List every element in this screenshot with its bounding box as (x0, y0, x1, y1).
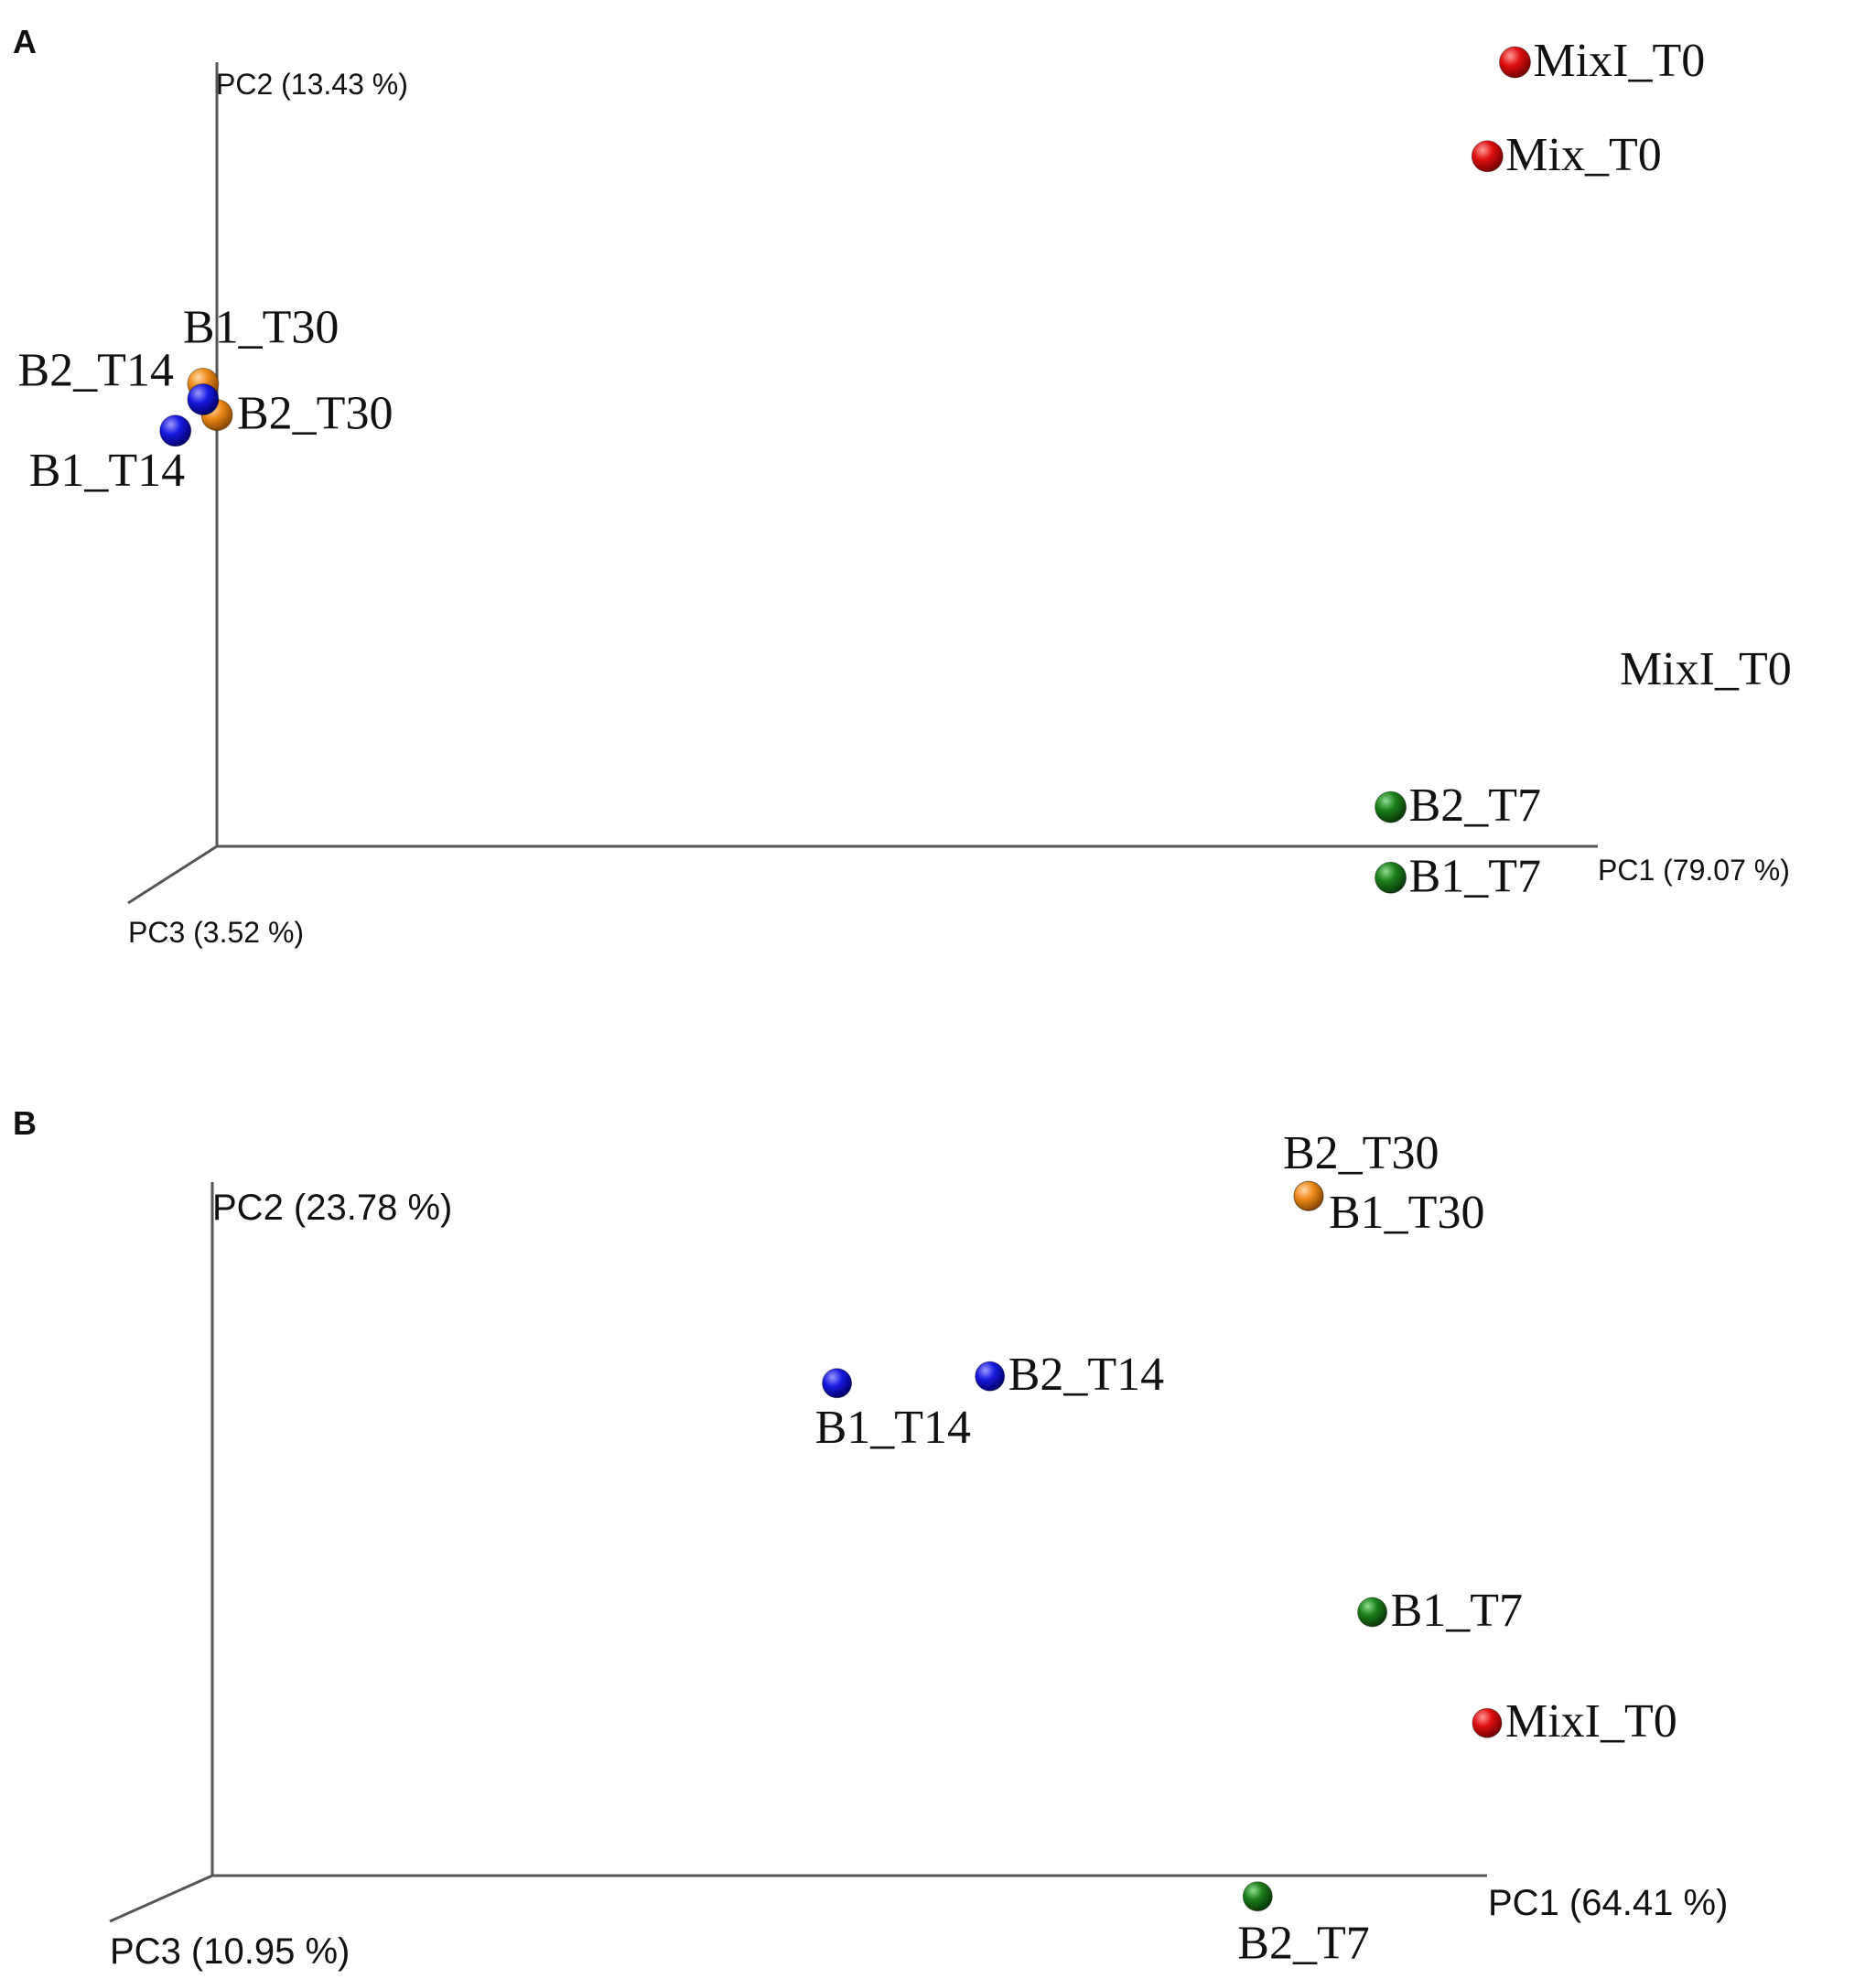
panel-letter-b: B (13, 1104, 37, 1142)
panel-b: B PC2 (23.78 %) PC1 (64.41 %) PC3 (10.95… (13, 1104, 1728, 1972)
point-label-mixi-t0: MixI_T0 (1534, 35, 1706, 87)
pc1-axis-label-b: PC1 (64.41 %) (1488, 1883, 1728, 1923)
point-b1-t30: B1_T30 (1293, 1180, 1484, 1239)
point-label-mix-t0: Mix_T0 (1505, 129, 1661, 181)
point-b1-t14: B1_T14 (29, 414, 192, 497)
point-b2-t7: B2_T7 (1375, 780, 1541, 832)
point-b2-t14: B2_T14 (975, 1349, 1164, 1401)
point-label-b2-t7: B2_T7 (1237, 1918, 1369, 1970)
point-marker-mix-t0 (1471, 140, 1504, 173)
point-marker-b1-t14 (159, 414, 192, 447)
panel-b-points: B2_T30 B1_T30 B2_T14 B1_T14 B1_T7 MixI_T0 B2_T… (815, 1127, 1677, 1970)
point-b1-t14: B1_T14 (815, 1368, 971, 1454)
point-b2-t30: B2_T30 (200, 388, 393, 440)
point-label-b2-t14: B2_T14 (1008, 1349, 1164, 1401)
point-b2-t7: B2_T7 (1237, 1881, 1370, 1970)
pc2-axis-label-a: PC2 (13.43 %) (216, 68, 408, 101)
point-mixi-t0: MixI_T0 (1472, 1695, 1677, 1748)
point-label-b1-t7: B1_T7 (1391, 1585, 1523, 1637)
pc3-axis-line-a (127, 844, 218, 905)
point-b2-t14: B2_T14 (17, 345, 220, 415)
point-mixi-t0: MixI_T0 (1499, 35, 1706, 87)
point-marker-b2-t7 (1375, 791, 1407, 823)
point-label-b2-t30: B2_T30 (1283, 1127, 1439, 1179)
point-label-b1-t30: B1_T30 (1329, 1187, 1484, 1239)
point-label-b1-t14: B1_T14 (29, 445, 185, 497)
panel-b-axes (109, 1182, 1487, 1923)
panel-a-points: MixI_T0 Mix_T0 B1_T30 B2_T30 B2_T14 B1_T14 B2_… (17, 35, 1705, 902)
point-marker-b2-t7 (1242, 1881, 1273, 1912)
stray-label-a: MixI_T0 (1620, 643, 1792, 695)
point-b1-t7: B1_T7 (1357, 1585, 1523, 1637)
pc1-axis-label-a: PC1 (79.07 %) (1598, 854, 1790, 887)
point-marker-b1-t7 (1375, 861, 1407, 894)
point-label-b1-t14: B1_T14 (815, 1402, 971, 1454)
panel-a: A PC2 (13.43 %) PC1 (79.07 %) PC3 (3.52 … (13, 23, 1792, 949)
point-label-b2-t30: B2_T30 (237, 388, 393, 440)
point-label-b2-t7: B2_T7 (1409, 780, 1541, 832)
point-marker-b2-t14 (187, 383, 220, 415)
pc3-axis-label-a: PC3 (3.52 %) (128, 916, 304, 949)
point-marker-b1-t14 (822, 1368, 853, 1399)
point-marker-mixi-t0 (1472, 1707, 1503, 1738)
pc3-axis-label-b: PC3 (10.95 %) (110, 1931, 350, 1972)
point-marker-b1-t30 (1293, 1180, 1324, 1211)
point-label-mixi-t0: MixI_T0 (1505, 1695, 1677, 1748)
point-mix-t0: Mix_T0 (1471, 129, 1662, 181)
panel-a-axes (127, 62, 1598, 905)
point-marker-mixi-t0 (1499, 46, 1531, 79)
pc2-axis-label-b: PC2 (23.78 %) (212, 1188, 452, 1228)
point-marker-b1-t7 (1357, 1597, 1388, 1628)
point-label-b2-t14: B2_T14 (17, 345, 173, 397)
point-marker-b2-t14 (975, 1361, 1006, 1392)
point-b1-t7: B1_T7 (1375, 850, 1541, 902)
point-label-b1-t7: B1_T7 (1409, 850, 1541, 902)
panel-letter-a: A (13, 23, 37, 60)
point-label-b1-t30: B1_T30 (183, 301, 339, 353)
pc3-axis-line-b (109, 1874, 213, 1923)
